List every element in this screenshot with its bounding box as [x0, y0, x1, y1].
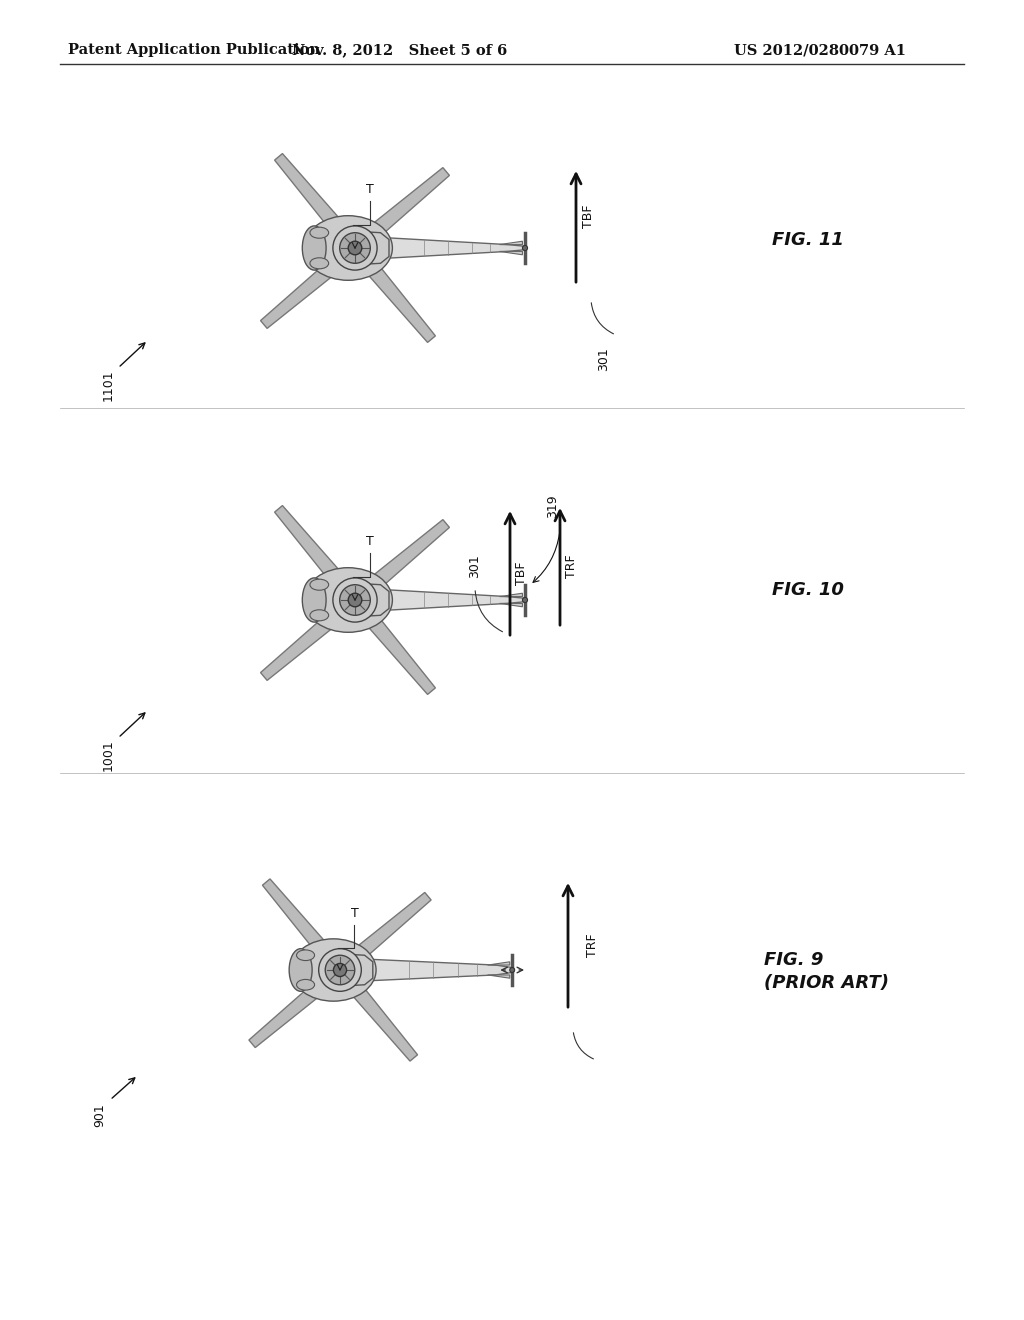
Ellipse shape [310, 257, 329, 269]
Polygon shape [355, 251, 435, 342]
Polygon shape [357, 520, 450, 599]
Polygon shape [500, 603, 522, 607]
Polygon shape [500, 242, 522, 244]
Ellipse shape [297, 950, 314, 961]
Text: T: T [367, 183, 374, 197]
Circle shape [522, 598, 527, 602]
Polygon shape [500, 593, 522, 597]
Text: T: T [350, 907, 358, 920]
Polygon shape [357, 168, 450, 247]
Text: US 2012/0280079 A1: US 2012/0280079 A1 [734, 44, 906, 57]
Circle shape [333, 578, 377, 622]
Ellipse shape [304, 568, 392, 632]
Text: (PRIOR ART): (PRIOR ART) [764, 974, 889, 993]
Text: 301: 301 [469, 554, 481, 578]
Circle shape [522, 246, 527, 251]
Polygon shape [341, 973, 418, 1061]
Polygon shape [262, 879, 339, 968]
Circle shape [340, 232, 371, 263]
Polygon shape [249, 970, 337, 1048]
Polygon shape [487, 975, 510, 978]
Polygon shape [387, 238, 525, 259]
Text: 319: 319 [547, 495, 559, 517]
Circle shape [333, 226, 377, 271]
Ellipse shape [310, 227, 329, 238]
Polygon shape [351, 583, 389, 616]
Polygon shape [274, 506, 354, 597]
Circle shape [340, 585, 371, 615]
Text: 301: 301 [597, 347, 610, 371]
Polygon shape [351, 231, 389, 265]
Ellipse shape [289, 949, 312, 991]
Polygon shape [336, 953, 373, 986]
Ellipse shape [310, 579, 329, 590]
Polygon shape [343, 892, 431, 969]
Text: FIG. 9: FIG. 9 [764, 950, 823, 969]
Text: 1101: 1101 [101, 370, 115, 401]
Polygon shape [260, 248, 352, 329]
Ellipse shape [310, 610, 329, 620]
Polygon shape [500, 251, 522, 255]
Circle shape [326, 956, 354, 985]
Text: TRF: TRF [565, 554, 578, 578]
Circle shape [348, 242, 361, 255]
Text: TBF: TBF [582, 205, 595, 228]
Text: FIG. 10: FIG. 10 [772, 581, 844, 599]
Circle shape [334, 964, 346, 977]
Text: FIG. 11: FIG. 11 [772, 231, 844, 249]
Text: TBF: TBF [515, 561, 528, 585]
Ellipse shape [302, 226, 326, 271]
Polygon shape [487, 962, 510, 965]
Circle shape [510, 968, 515, 973]
Polygon shape [274, 153, 354, 246]
Circle shape [348, 593, 361, 607]
Ellipse shape [297, 979, 314, 990]
Circle shape [318, 949, 361, 991]
Text: T: T [367, 535, 374, 548]
Polygon shape [371, 960, 512, 981]
Polygon shape [355, 603, 435, 694]
Polygon shape [260, 601, 352, 680]
Text: 1001: 1001 [101, 739, 115, 771]
Ellipse shape [302, 578, 326, 622]
Text: 901: 901 [93, 1104, 106, 1127]
Ellipse shape [304, 215, 392, 280]
Ellipse shape [291, 939, 376, 1001]
Polygon shape [387, 590, 525, 610]
Text: Patent Application Publication: Patent Application Publication [68, 44, 319, 57]
Text: Nov. 8, 2012   Sheet 5 of 6: Nov. 8, 2012 Sheet 5 of 6 [293, 44, 508, 57]
Text: TRF: TRF [586, 933, 599, 957]
